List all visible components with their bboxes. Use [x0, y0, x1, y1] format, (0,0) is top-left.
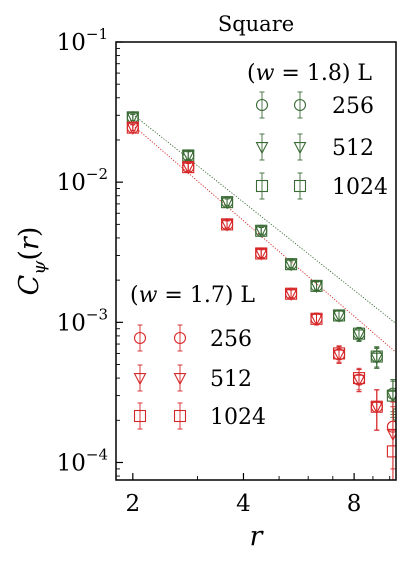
legend-1-512-marker-0: [133, 373, 147, 386]
point-g1-1024-7: [352, 372, 366, 385]
legend-1-label-512: 512: [210, 367, 252, 392]
legend-0-512-marker-0: [255, 142, 269, 155]
point-g1-1024-1: [182, 161, 195, 174]
y-axis-title: Cψ(r): [14, 227, 50, 296]
fit-line-1: [132, 124, 396, 353]
legend-1-512-marker-1: [173, 373, 187, 386]
legend-1-label-256: 256: [210, 327, 252, 352]
y-tick-label-0: 10−1: [57, 25, 108, 56]
x-tick-label-1: 4: [236, 491, 251, 517]
legend-1-1024-marker-1: [173, 409, 187, 423]
legend-0-label-256: 256: [332, 94, 374, 119]
chart-title: Square: [218, 12, 294, 36]
legend-1-256-marker-0: [133, 331, 147, 345]
legend-0-256-marker-1: [293, 98, 307, 112]
point-g1-1024-0: [126, 121, 139, 134]
point-g0-1024-8: [370, 350, 383, 363]
point-g1-512-3: [254, 248, 268, 261]
point-g1-1024-3: [255, 247, 268, 260]
y-tick-label-1: 10−2: [57, 165, 108, 196]
point-g1-1024-2: [221, 218, 234, 231]
point-g1-512-1: [181, 162, 195, 175]
legend-1-label-1024: 1024: [210, 405, 266, 430]
point-g0-1024-6: [333, 309, 346, 322]
legends: (w = 1.8) L 256 512 1024 (w = 1.7) L 256 512 10…: [130, 61, 388, 430]
point-g0-1024-11: [399, 423, 407, 434]
point-g1-1024-5: [310, 312, 323, 325]
point-g1-512-0: [126, 122, 140, 135]
point-g0-1024-4: [285, 258, 298, 271]
x-axis-title: r: [250, 521, 265, 552]
point-g1-1024-6: [333, 347, 346, 360]
point-g0-1024-5: [310, 279, 323, 292]
axis-ticks: 10−1 10−2 10−3 10−4 2 4 8: [57, 25, 391, 517]
legend-0-1024-marker-1: [293, 179, 307, 193]
point-g0-1024-1: [182, 149, 195, 162]
point-g0-1024-9: [386, 389, 396, 402]
point-g1-1024-8: [370, 400, 383, 413]
point-g0-512-0: [126, 112, 140, 125]
point-g1-1024-9: [386, 445, 396, 458]
point-g0-512-4: [284, 259, 298, 272]
fit-lines: [132, 113, 396, 353]
point-g0-512-5: [310, 280, 323, 294]
legend-1-1024-marker-0: [133, 409, 147, 423]
point-g0-1024-2: [221, 196, 234, 209]
point-g0-512-3: [254, 225, 268, 239]
point-g1-1024-4: [285, 287, 298, 300]
legend-0-1024-marker-0: [255, 179, 269, 193]
y-tick-label-2: 10−3: [57, 305, 108, 336]
legend-0-512-marker-1: [293, 142, 307, 155]
point-g0-1024-7: [352, 327, 366, 340]
svg-text:Cψ(r): Cψ(r): [14, 227, 50, 296]
point-g0-512-2: [220, 197, 234, 210]
plot-frame: [115, 41, 397, 481]
data-marks: [126, 111, 407, 480]
legend-header-1: (w = 1.7) L: [130, 283, 255, 308]
legend-1-256-marker-1: [173, 331, 187, 345]
y-tick-label-3: 10−4: [57, 445, 108, 476]
point-g1-512-2: [220, 219, 234, 232]
point-g0-512-1: [181, 150, 195, 163]
legend-0-label-512: 512: [332, 136, 374, 161]
point-g0-1024-10: [392, 408, 396, 421]
x-tick-label-0: 2: [125, 491, 140, 517]
point-g0-1024-3: [255, 224, 268, 237]
legend-0-256-marker-0: [255, 98, 269, 112]
x-tick-label-2: 8: [347, 491, 362, 517]
fit-line-0: [132, 113, 396, 324]
point-g1-512-4: [284, 288, 298, 301]
legend-header-0: (w = 1.8) L: [247, 61, 372, 86]
legend-0-label-1024: 1024: [332, 175, 388, 200]
